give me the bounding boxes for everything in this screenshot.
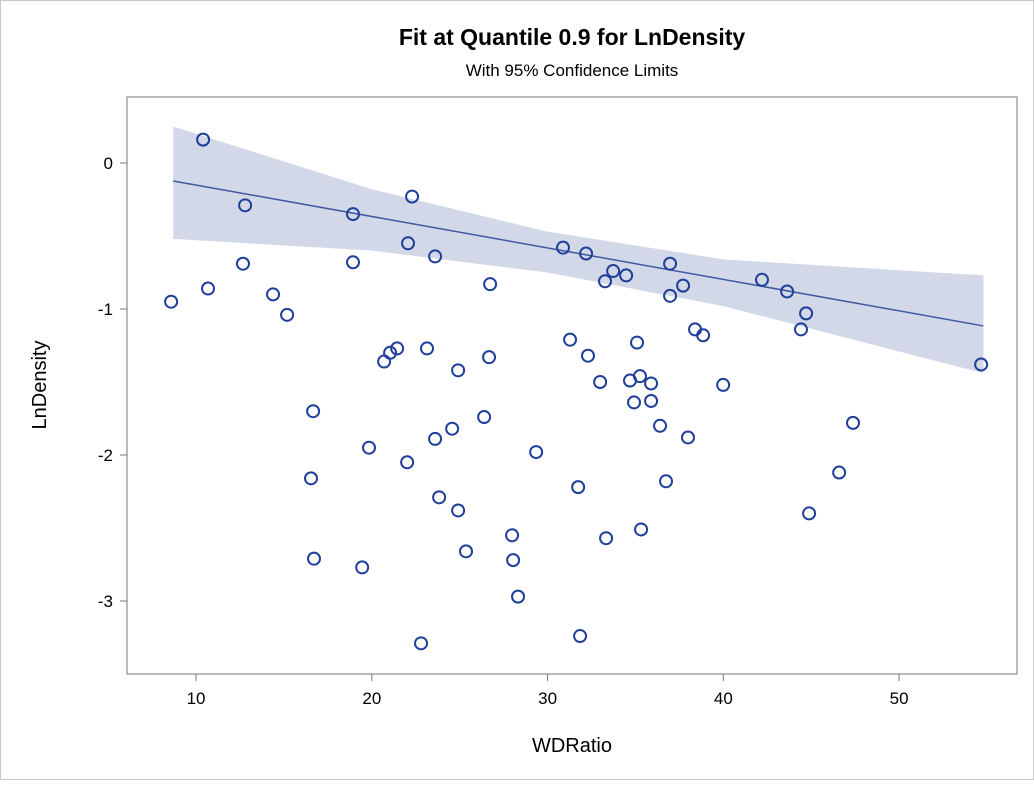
point (619, 268, 634, 283)
point (644, 393, 659, 408)
x-tick-label: 50 (890, 689, 909, 708)
point (306, 551, 321, 566)
point (414, 636, 429, 651)
point (405, 189, 420, 204)
point (663, 256, 678, 271)
chart-subtitle: With 95% Confidence Limits (466, 61, 679, 80)
x-tick-label: 40 (714, 689, 733, 708)
point (846, 415, 861, 430)
point (794, 322, 809, 337)
point (974, 357, 989, 372)
point (606, 264, 621, 279)
point (659, 474, 674, 489)
point (571, 480, 586, 495)
point (445, 421, 460, 436)
point (432, 490, 447, 505)
point (802, 506, 817, 521)
point (483, 277, 498, 292)
point (630, 335, 645, 350)
point (696, 328, 711, 343)
point (579, 246, 594, 261)
point (556, 240, 571, 255)
x-tick-label: 20 (362, 689, 381, 708)
point (164, 294, 179, 309)
point (304, 471, 319, 486)
point (238, 198, 253, 213)
point (383, 345, 398, 360)
chart-title: Fit at Quantile 0.9 for LnDensity (399, 24, 746, 50)
y-tick-label: -3 (98, 592, 113, 611)
point (634, 522, 649, 537)
point (627, 395, 642, 410)
point (832, 465, 847, 480)
point (780, 284, 795, 299)
point (754, 272, 769, 287)
x-tick-label: 10 (187, 689, 206, 708)
point (477, 410, 492, 425)
point (653, 418, 668, 433)
fit-line (173, 180, 984, 327)
point (428, 249, 443, 264)
point (459, 544, 474, 559)
point (428, 431, 443, 446)
point (482, 350, 497, 365)
point (401, 236, 416, 251)
point (580, 348, 595, 363)
point (563, 332, 578, 347)
point (598, 274, 613, 289)
plot-frame (126, 96, 1018, 675)
point (390, 341, 405, 356)
point (346, 207, 361, 222)
point (420, 341, 435, 356)
point (400, 455, 415, 470)
point (505, 528, 520, 543)
point (280, 307, 295, 322)
point (633, 369, 648, 384)
point (663, 288, 678, 303)
point (346, 255, 361, 270)
point (680, 430, 695, 445)
y-tick-label: 0 (104, 154, 113, 173)
point (196, 132, 211, 147)
point (529, 445, 544, 460)
point (266, 287, 281, 302)
point (511, 589, 526, 604)
point (506, 553, 521, 568)
point (676, 278, 691, 293)
point (362, 440, 377, 455)
point (306, 404, 321, 419)
point (235, 256, 250, 271)
confidence-band (173, 126, 984, 374)
point (355, 560, 370, 575)
point (573, 629, 588, 644)
point (451, 363, 466, 378)
point (599, 531, 614, 546)
point (593, 374, 608, 389)
x-axis-label: WDRatio (532, 735, 612, 757)
y-tick-label: -2 (98, 446, 113, 465)
y-axis-label: LnDensity (29, 341, 51, 430)
point (451, 503, 466, 518)
point (799, 306, 814, 321)
x-tick-label: 30 (538, 689, 557, 708)
y-tick-label: -1 (98, 300, 113, 319)
point (644, 376, 659, 391)
point (716, 377, 731, 392)
point (201, 281, 216, 296)
